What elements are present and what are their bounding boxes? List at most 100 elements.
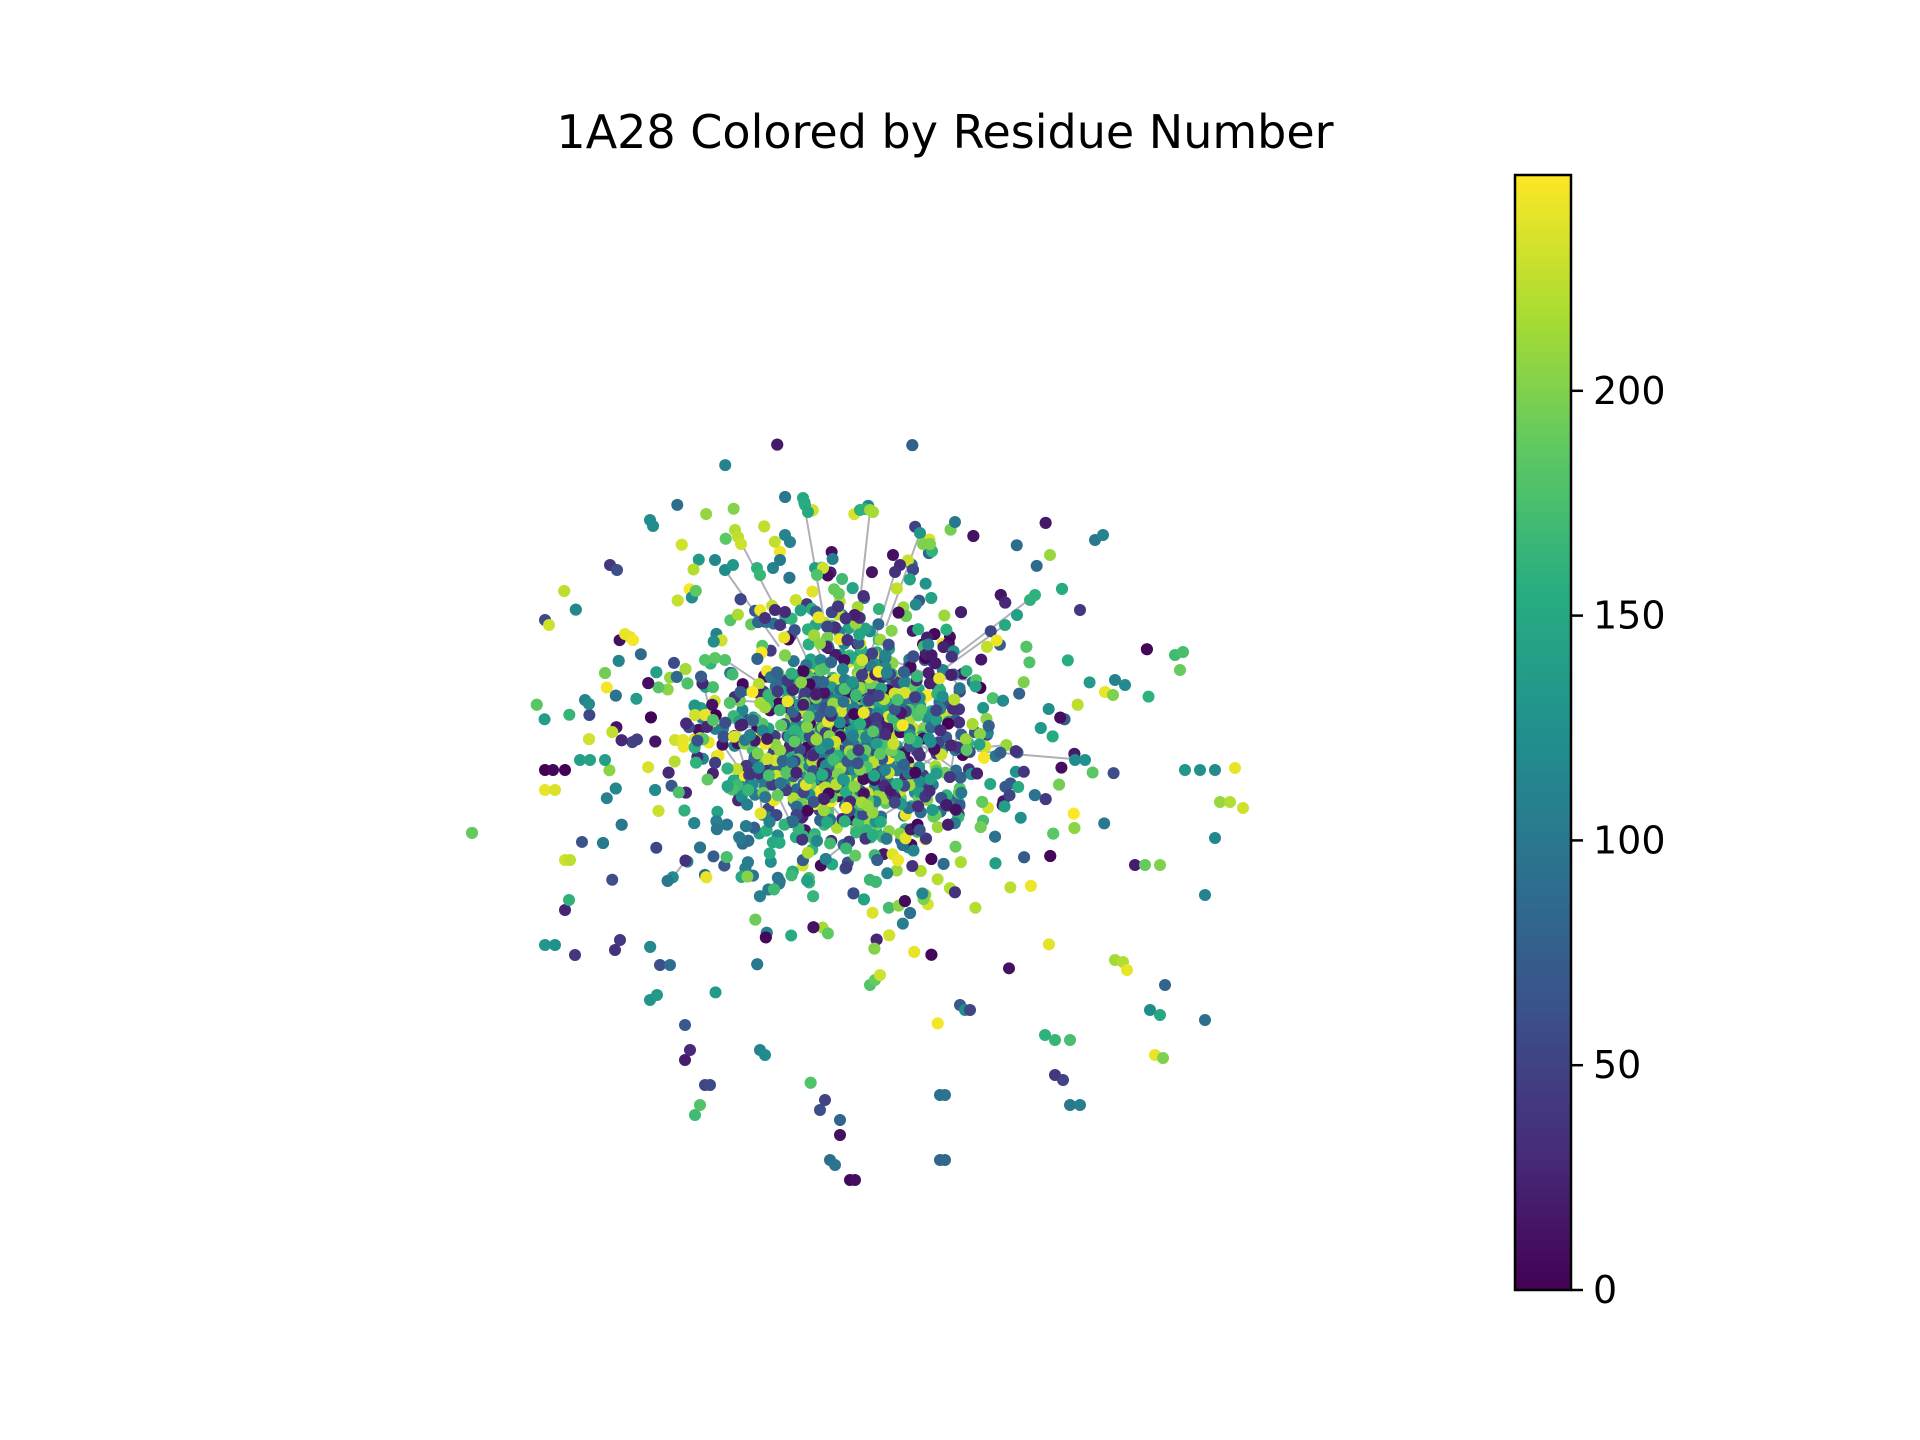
network-node bbox=[1020, 640, 1033, 653]
network-node bbox=[644, 711, 657, 724]
network-node bbox=[973, 728, 986, 741]
network-node bbox=[1237, 802, 1249, 814]
network-node bbox=[822, 737, 835, 750]
network-node bbox=[1039, 516, 1052, 529]
network-node bbox=[779, 491, 792, 504]
network-node bbox=[797, 665, 810, 678]
network-node bbox=[733, 832, 746, 845]
network-node bbox=[642, 761, 655, 774]
network-node bbox=[948, 886, 961, 899]
network-node bbox=[849, 1174, 861, 1186]
network-node bbox=[973, 738, 986, 751]
network-node bbox=[969, 680, 982, 693]
network-node bbox=[1044, 549, 1056, 561]
network-node bbox=[821, 816, 834, 829]
network-node bbox=[891, 854, 904, 867]
network-node bbox=[925, 852, 938, 865]
network-node bbox=[948, 693, 961, 706]
network-node bbox=[930, 704, 943, 717]
network-node bbox=[609, 782, 622, 795]
network-node bbox=[763, 815, 776, 828]
network-node bbox=[711, 805, 724, 818]
network-node bbox=[1023, 656, 1036, 669]
network-node bbox=[1042, 702, 1055, 715]
network-node bbox=[709, 756, 722, 769]
network-node bbox=[880, 832, 893, 845]
network-node bbox=[583, 709, 596, 722]
network-node bbox=[650, 841, 663, 854]
network-node bbox=[720, 818, 733, 831]
network-node bbox=[681, 677, 694, 690]
network-node bbox=[1199, 889, 1211, 901]
network-node bbox=[936, 690, 949, 703]
network-node bbox=[913, 824, 926, 837]
network-node bbox=[857, 893, 870, 906]
network-node bbox=[931, 873, 944, 886]
network-node bbox=[754, 569, 766, 581]
network-node bbox=[770, 666, 783, 679]
network-node bbox=[857, 590, 870, 603]
network-node bbox=[807, 795, 820, 808]
network-node bbox=[720, 851, 733, 864]
network-node bbox=[933, 672, 946, 685]
network-node bbox=[661, 683, 674, 696]
network-node bbox=[970, 767, 983, 780]
network-node bbox=[937, 640, 950, 653]
network-node bbox=[783, 571, 796, 584]
network-node bbox=[940, 798, 953, 811]
network-node bbox=[1018, 851, 1031, 864]
network-node bbox=[806, 585, 819, 598]
network-node bbox=[898, 676, 911, 689]
network-node bbox=[609, 689, 622, 702]
network-node bbox=[761, 752, 774, 765]
network-node bbox=[818, 793, 831, 806]
network-node bbox=[1024, 879, 1037, 892]
network-node bbox=[788, 624, 801, 637]
network-node bbox=[1109, 674, 1121, 686]
network-node bbox=[583, 733, 596, 746]
network-node bbox=[840, 801, 853, 814]
network-node bbox=[885, 624, 898, 637]
network-node bbox=[1086, 766, 1099, 779]
network-node bbox=[543, 619, 555, 631]
network-node bbox=[1017, 676, 1030, 689]
colorbar-frame bbox=[1513, 173, 1573, 1292]
network-node bbox=[1064, 1034, 1076, 1046]
network-node bbox=[547, 764, 559, 776]
network-node bbox=[829, 1159, 841, 1171]
network-node bbox=[652, 804, 665, 817]
network-node bbox=[870, 712, 883, 725]
network-node bbox=[679, 1019, 691, 1031]
network-node bbox=[969, 901, 982, 914]
network-node bbox=[934, 724, 947, 737]
network-node bbox=[721, 762, 734, 775]
network-node bbox=[989, 857, 1002, 870]
network-node bbox=[749, 913, 762, 926]
network-node bbox=[731, 608, 744, 621]
network-node bbox=[891, 777, 904, 790]
network-node bbox=[916, 887, 929, 900]
network-node bbox=[888, 796, 901, 809]
network-node bbox=[651, 989, 663, 1001]
network-node bbox=[931, 821, 944, 834]
network-node bbox=[647, 520, 659, 532]
network-node bbox=[788, 735, 801, 748]
network-node bbox=[906, 439, 919, 452]
network-node bbox=[838, 815, 851, 828]
network-node bbox=[925, 591, 938, 604]
network-node bbox=[719, 716, 732, 729]
network-node bbox=[838, 654, 851, 667]
network-node bbox=[809, 688, 822, 701]
colorbar-gradient bbox=[1515, 175, 1571, 1290]
network-node bbox=[771, 789, 784, 802]
network-node bbox=[559, 904, 571, 916]
network-node bbox=[563, 708, 576, 721]
network-node bbox=[868, 769, 881, 782]
network-node bbox=[889, 566, 901, 578]
network-node bbox=[945, 650, 958, 663]
network-node bbox=[896, 719, 909, 732]
network-node bbox=[539, 939, 551, 951]
network-node bbox=[975, 653, 988, 666]
network-node bbox=[943, 770, 956, 783]
network-node bbox=[767, 562, 779, 574]
